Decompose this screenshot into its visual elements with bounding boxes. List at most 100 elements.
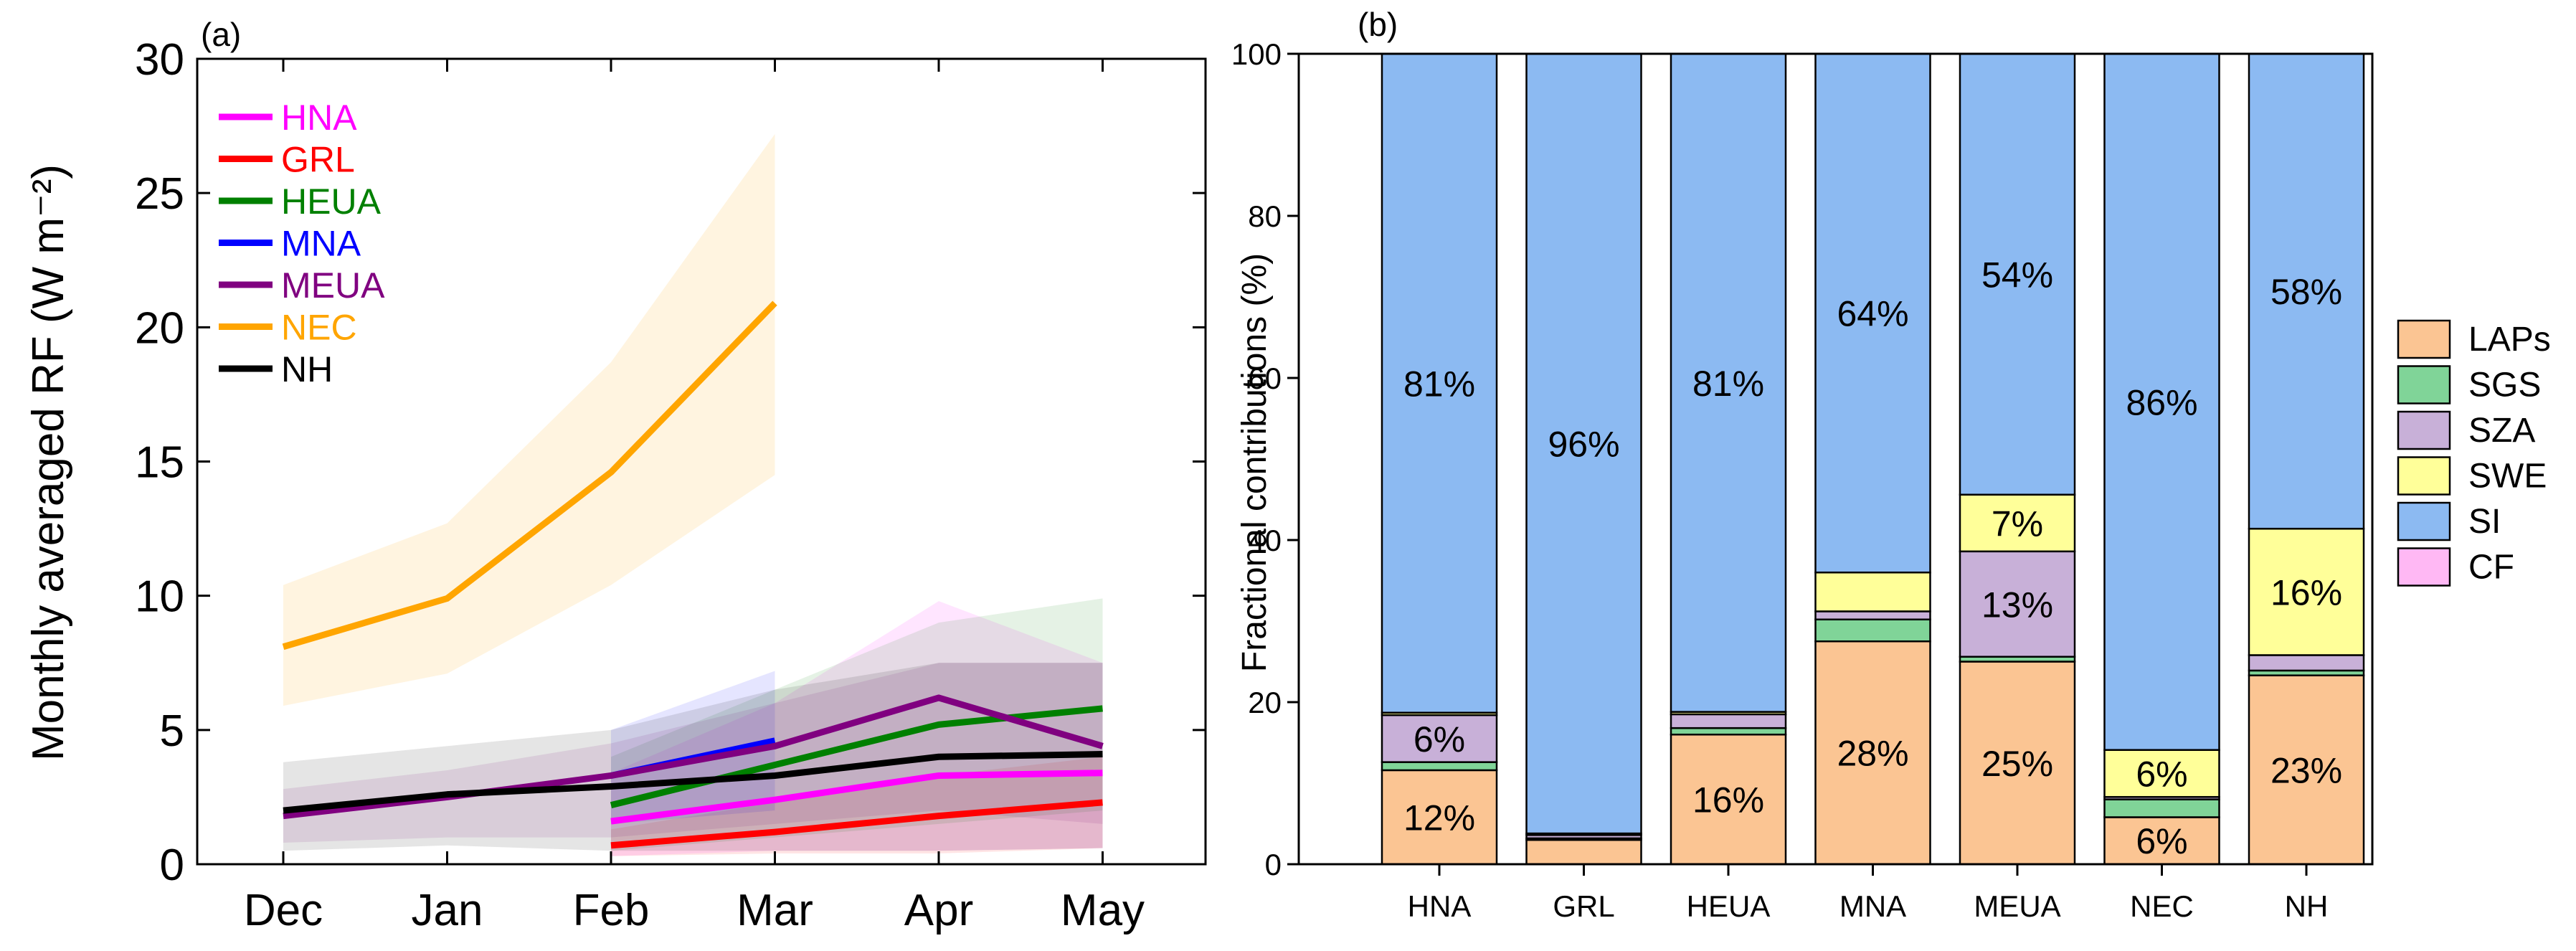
legend-label-si: SI xyxy=(2468,503,2501,541)
bar-label-mna-laps: 28% xyxy=(1837,734,1908,774)
panel-b-x-tick-label: NEC xyxy=(2130,889,2194,923)
panel-b-y-tick-label: 60 xyxy=(1248,361,1282,395)
panel-a-y-ticks: 0 5 10 15 20 25 30 xyxy=(135,35,1206,890)
bar-label-meua-si: 54% xyxy=(1981,255,2053,295)
panel-b-y-axis-label: Fractional contributions (%) xyxy=(1236,253,1274,672)
panel-a-uncertainty-bands xyxy=(283,133,1103,856)
bar-label-meua-swe: 7% xyxy=(1992,503,2043,544)
legend-label-swe: SWE xyxy=(2468,458,2547,496)
legend-label-nec: NEC xyxy=(281,308,357,348)
bar-segment-mna-swe xyxy=(1814,571,1931,612)
panel-b-y-tick-label: 100 xyxy=(1231,37,1282,71)
bar-label-heua-laps: 16% xyxy=(1692,780,1764,820)
panel-b-y-ticks: 0 20 40 60 80 100 xyxy=(1231,37,1299,881)
band-nec xyxy=(283,133,775,706)
bar-segment-mna-sza xyxy=(1814,610,1931,620)
panel-a-x-ticks: Dec Jan Feb Mar Apr May xyxy=(244,59,1145,935)
bar-label-meua-sza: 13% xyxy=(1981,585,2053,625)
panel-a-x-tick-label: Jan xyxy=(412,886,483,935)
bar-label-meua-laps: 25% xyxy=(1981,744,2053,784)
panel-b-x-tick-label: HEUA xyxy=(1687,889,1771,923)
bar-segment-nec-sgs xyxy=(2103,798,2220,818)
legend-swatch-si xyxy=(2397,501,2451,541)
bar-segment-nh-swe xyxy=(2248,527,2365,656)
bar-segment-hna-si xyxy=(1381,52,1498,714)
legend-swatch-sza xyxy=(2397,410,2451,450)
panel-b-plot-frame xyxy=(1297,52,2374,866)
bar-label-nec-swe: 6% xyxy=(2136,754,2187,794)
line-nec xyxy=(282,301,777,650)
panel-a-y-tick-label: 0 xyxy=(160,841,184,890)
bar-segment-nh-si xyxy=(2248,52,2365,530)
legend-label-nh: NH xyxy=(281,349,333,389)
band-grl xyxy=(611,757,1103,856)
bar-segment-heua-sgs xyxy=(1670,727,1787,736)
bar-segment-meua-laps xyxy=(1959,661,2076,866)
legend-swatch-swe xyxy=(2397,456,2451,496)
panel-b-x-tick-label: NH xyxy=(2285,889,2329,923)
panel-a-y-tick-label: 20 xyxy=(135,303,184,353)
bar-segment-hna-sza xyxy=(1381,714,1498,763)
panel-b-y-tick-label: 80 xyxy=(1248,199,1282,233)
panel-b-x-tick-label: MEUA xyxy=(1974,889,2060,923)
panel-b-stacked-bar-chart: 12% 6% 81% 96% 16% 81% 28% 64% 25% 13% 7% 54% 6% 6% 86… xyxy=(1231,6,2551,923)
bar-segment-hna-laps xyxy=(1381,769,1498,866)
legend-label-sgs: SGS xyxy=(2468,366,2541,404)
line-nh xyxy=(283,751,1103,814)
bar-label-heua-si: 81% xyxy=(1692,364,1764,404)
bar-segment-meua-sza xyxy=(1959,550,2076,658)
bar-segment-heua-si xyxy=(1670,52,1787,713)
bar-segment-grl-si xyxy=(1525,52,1642,835)
panel-b-y-tick-label: 0 xyxy=(1265,848,1282,881)
bar-segment-heua-laps xyxy=(1670,733,1787,866)
bar-label-grl-si: 96% xyxy=(1548,425,1619,465)
bar-label-mna-si: 64% xyxy=(1837,294,1908,334)
legend-label-cf: CF xyxy=(2468,549,2514,587)
bar-label-nh-laps: 23% xyxy=(2270,750,2342,790)
panel-a-x-tick-label: May xyxy=(1061,886,1145,935)
legend-label-laps: LAPs xyxy=(2468,321,2551,359)
panel-b-y-tick-label: 20 xyxy=(1248,686,1282,719)
panel-b-x-ticks: HNA GRL HEUA MNA MEUA NEC NH xyxy=(1408,864,2329,923)
bar-segment-mna-si xyxy=(1814,52,1931,574)
bar-segment-nec-swe xyxy=(2103,749,2220,798)
bar-segment-mna-laps xyxy=(1814,640,1931,866)
panel-b-legend: LAPs SGS SZA SWE SI CF xyxy=(2397,319,2551,587)
panel-a-y-tick-label: 15 xyxy=(135,438,184,488)
panel-b-bars: 12% 6% 81% 96% 16% 81% 28% 64% 25% 13% 7% 54% 6% 6% 86… xyxy=(1381,52,2365,866)
panel-b-x-tick-label: HNA xyxy=(1408,889,1472,923)
bar-segment-nh-sza xyxy=(2248,654,2365,672)
panel-b-y-tick-label: 40 xyxy=(1248,524,1282,557)
bar-label-hna-sza: 6% xyxy=(1414,719,1465,760)
panel-a-y-axis-label: Monthly averaged RF (W m⁻²) xyxy=(24,164,73,761)
panel-b-label: (b) xyxy=(1358,6,1398,43)
bar-label-nh-swe: 16% xyxy=(2270,572,2342,612)
panel-a-y-tick-label: 25 xyxy=(135,169,184,219)
panel-a-label: (a) xyxy=(201,16,241,53)
bar-label-nec-laps: 6% xyxy=(2136,821,2187,861)
panel-a-x-tick-label: Feb xyxy=(573,886,650,935)
bar-label-hna-laps: 12% xyxy=(1403,798,1475,838)
legend-swatch-laps xyxy=(2397,319,2451,359)
line-heua xyxy=(610,705,1103,809)
legend-label-mna: MNA xyxy=(281,224,361,264)
panel-a-line-chart: 0 5 10 15 20 25 30 Dec Jan Feb Mar Apr May HNAGRLHE… xyxy=(24,16,1207,935)
legend-label-grl: GRL xyxy=(281,140,355,180)
bar-segment-nec-si xyxy=(2103,52,2220,751)
bar-label-nh-si: 58% xyxy=(2270,272,2342,312)
bar-label-nec-si: 86% xyxy=(2126,382,2197,422)
band-hna xyxy=(611,601,1103,856)
bar-segment-grl-laps xyxy=(1525,838,1642,866)
bar-label-hna-si: 81% xyxy=(1403,364,1475,404)
panel-a-y-tick-label: 30 xyxy=(135,35,184,85)
panel-a-series-lines xyxy=(282,301,1104,849)
bar-segment-hna-sgs xyxy=(1381,761,1498,772)
legend-label-meua: MEUA xyxy=(281,265,385,306)
panel-a-x-tick-label: Mar xyxy=(737,886,813,935)
bar-segment-heua-sza xyxy=(1670,713,1787,729)
panel-b-x-tick-label: GRL xyxy=(1553,889,1614,923)
line-grl xyxy=(610,799,1103,849)
bar-segment-mna-sgs xyxy=(1814,618,1931,643)
